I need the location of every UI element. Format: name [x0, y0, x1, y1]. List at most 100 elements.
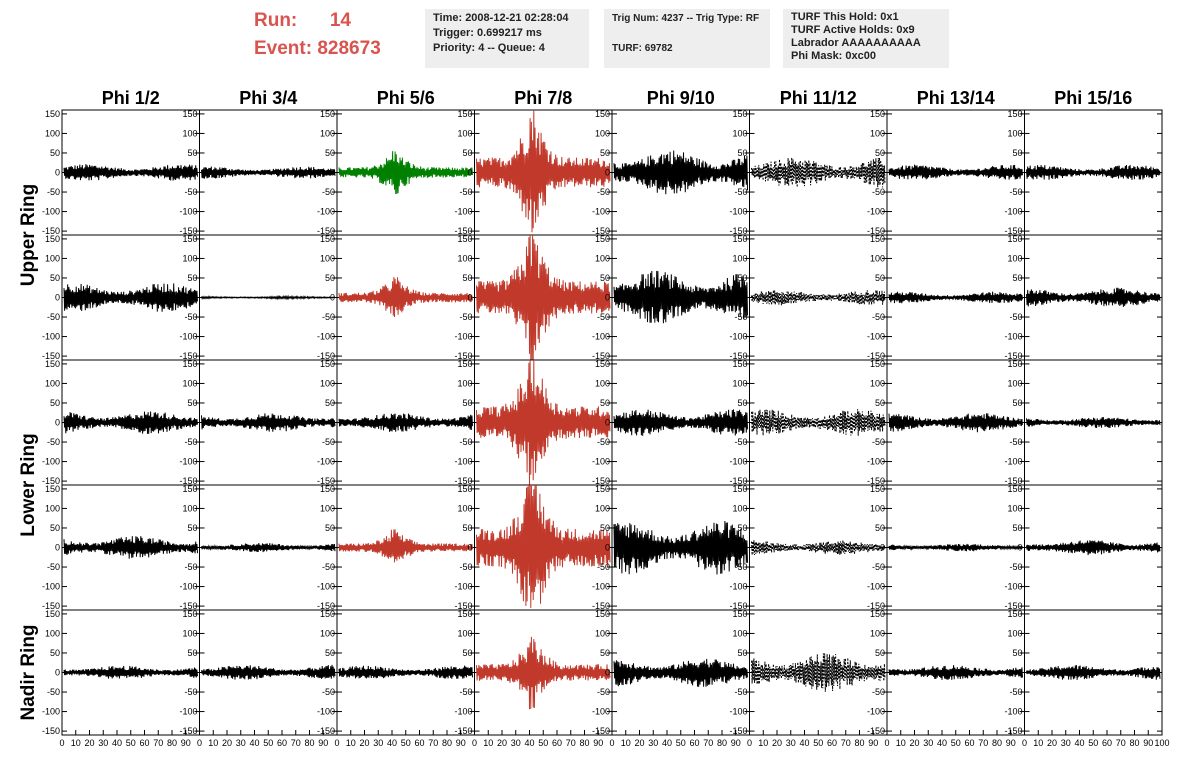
y-tick-label: 50: [462, 398, 472, 408]
y-tick-label: 0: [330, 418, 335, 428]
turf-line: TURF: 69782: [612, 43, 673, 54]
x-tick-label: 30: [1061, 738, 1071, 748]
x-tick-label: 90: [1143, 738, 1153, 748]
x-tick-label: 40: [524, 738, 534, 748]
y-tick-label: -150: [454, 351, 472, 361]
y-tick-label: 0: [742, 293, 747, 303]
y-tick-label: -150: [729, 476, 747, 486]
x-tick-label: 10: [1033, 738, 1043, 748]
y-tick-label: -100: [454, 207, 472, 217]
waveform-trace: [1026, 164, 1161, 181]
y-tick-label: 50: [325, 148, 335, 158]
x-tick-label: 40: [799, 738, 809, 748]
y-tick-label: -100: [42, 582, 60, 592]
y-tick-label: 50: [1012, 273, 1022, 283]
y-tick-label: -150: [1004, 476, 1022, 486]
x-tick-label: 70: [978, 738, 988, 748]
turf-active-line: TURF Active Holds: 0x9: [791, 24, 915, 36]
y-tick-label: 150: [182, 109, 197, 119]
y-tick-label: 50: [187, 398, 197, 408]
y-tick-label: -50: [597, 312, 610, 322]
y-tick-label: 50: [737, 398, 747, 408]
y-tick-label: -100: [179, 332, 197, 342]
y-tick-label: -50: [459, 437, 472, 447]
waveform-trace: [63, 164, 198, 181]
y-tick-label: 150: [320, 109, 335, 119]
x-tick-label: 80: [992, 738, 1002, 748]
row-label: Upper Ring: [18, 184, 39, 286]
y-tick-label: 150: [457, 609, 472, 619]
waveform-trace: [751, 157, 886, 188]
y-tick-label: 150: [732, 484, 747, 494]
waveform-trace: [476, 484, 611, 608]
waveform-trace: [1026, 665, 1161, 680]
x-tick-label: 80: [1129, 738, 1139, 748]
y-tick-label: 150: [1007, 234, 1022, 244]
priority-line: Priority: 4 -- Queue: 4: [433, 42, 545, 54]
y-tick-label: 0: [192, 668, 197, 678]
y-tick-label: 50: [600, 523, 610, 533]
y-tick-label: -50: [459, 562, 472, 572]
x-tick-label: 70: [428, 738, 438, 748]
y-tick-label: -50: [734, 437, 747, 447]
y-tick-label: -100: [592, 332, 610, 342]
y-tick-label: 100: [870, 253, 885, 263]
run-label: Run: 14: [254, 10, 351, 32]
y-tick-label: 0: [330, 293, 335, 303]
x-tick-label: 80: [167, 738, 177, 748]
x-tick-label: 30: [373, 738, 383, 748]
y-tick-label: 150: [45, 484, 60, 494]
waveform-trace: [613, 409, 748, 436]
y-tick-label: -150: [454, 601, 472, 611]
trigger-line: Trigger: 0.699217 ms: [433, 27, 542, 39]
y-tick-label: 150: [45, 109, 60, 119]
time-info-box: Time: 2008-12-21 02:28:04 Trigger: 0.699…: [425, 9, 589, 68]
y-tick-label: 50: [325, 648, 335, 658]
y-tick-label: 150: [320, 359, 335, 369]
y-tick-label: 50: [875, 273, 885, 283]
y-tick-label: 150: [320, 609, 335, 619]
y-tick-label: 0: [467, 668, 472, 678]
trigger-info-box: Trig Num: 4237 -- Trig Type: RF TURF: 69…: [604, 9, 770, 68]
waveform-trace: [613, 658, 748, 687]
waveform-trace: [201, 664, 336, 680]
y-tick-label: 150: [870, 109, 885, 119]
y-tick-label: 50: [737, 523, 747, 533]
x-tick-label: 40: [1074, 738, 1084, 748]
y-tick-label: 0: [467, 168, 472, 178]
x-tick-label: 70: [153, 738, 163, 748]
x-tick-label: 20: [359, 738, 369, 748]
y-tick-label: 0: [330, 543, 335, 553]
y-tick-label: -150: [1004, 726, 1022, 736]
y-tick-label: -50: [1009, 312, 1022, 322]
y-tick-label: -50: [597, 687, 610, 697]
y-tick-label: 150: [595, 609, 610, 619]
x-tick-label: 60: [414, 738, 424, 748]
run-value: 14: [329, 10, 351, 31]
waveform-trace: [888, 164, 1023, 180]
y-tick-label: 50: [325, 523, 335, 533]
y-tick-label: -50: [459, 312, 472, 322]
y-tick-label: 150: [1007, 484, 1022, 494]
x-tick-label: 70: [703, 738, 713, 748]
y-tick-label: 50: [187, 273, 197, 283]
x-tick-label: 70: [566, 738, 576, 748]
y-tick-label: -50: [47, 437, 60, 447]
y-tick-label: 0: [880, 418, 885, 428]
y-tick-label: -100: [867, 457, 885, 467]
x-tick-label: 70: [1116, 738, 1126, 748]
row-label: Nadir Ring: [18, 624, 39, 720]
turf-hold-line: TURF This Hold: 0x1: [791, 11, 899, 23]
y-tick-label: -50: [47, 687, 60, 697]
x-tick-label: 60: [689, 738, 699, 748]
x-tick-label: 80: [717, 738, 727, 748]
y-tick-label: 150: [182, 359, 197, 369]
trig-num-line: Trig Num: 4237 -- Trig Type: RF: [612, 13, 760, 24]
y-tick-label: -100: [179, 457, 197, 467]
y-tick-label: -50: [184, 312, 197, 322]
y-tick-label: -100: [867, 207, 885, 217]
y-tick-label: -150: [867, 226, 885, 236]
x-tick-label: 90: [181, 738, 191, 748]
x-tick-label: 20: [909, 738, 919, 748]
y-tick-label: 150: [182, 484, 197, 494]
